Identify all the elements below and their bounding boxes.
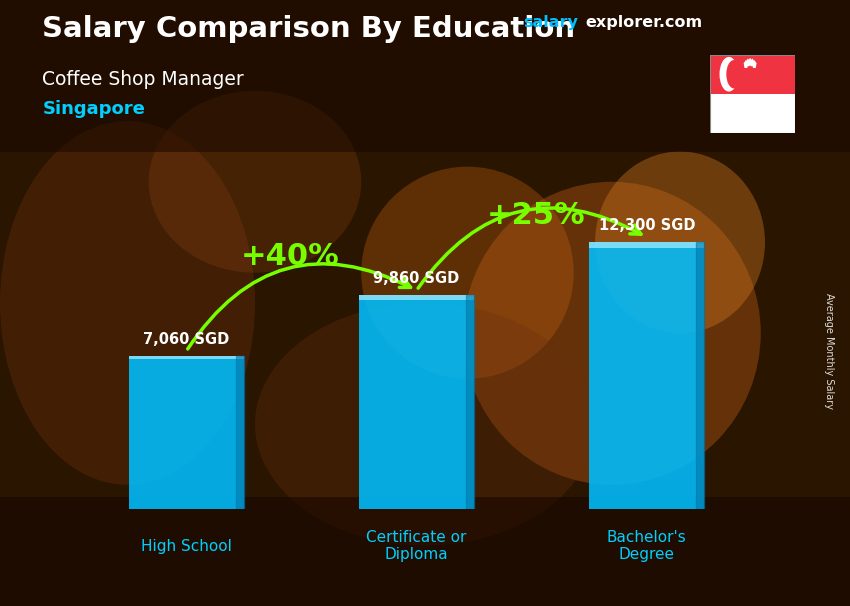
Bar [589, 242, 705, 248]
Bar [466, 295, 474, 509]
Text: +40%: +40% [241, 242, 339, 271]
Text: +25%: +25% [487, 201, 586, 230]
Bar [359, 295, 474, 300]
Bar [359, 295, 474, 509]
Text: Bachelor's
Degree: Bachelor's Degree [607, 530, 687, 562]
Ellipse shape [0, 121, 255, 485]
Bar [128, 356, 244, 359]
Circle shape [719, 57, 738, 92]
Bar [710, 94, 795, 133]
Text: Average Monthly Salary: Average Monthly Salary [824, 293, 834, 410]
Bar [710, 55, 795, 94]
Text: 12,300 SGD: 12,300 SGD [598, 218, 695, 233]
Text: 9,860 SGD: 9,860 SGD [373, 271, 460, 286]
Circle shape [726, 60, 742, 88]
Bar [589, 242, 705, 509]
Text: Coffee Shop Manager: Coffee Shop Manager [42, 70, 244, 88]
Ellipse shape [149, 91, 361, 273]
Text: High School: High School [141, 539, 231, 553]
Text: Salary Comparison By Education: Salary Comparison By Education [42, 15, 575, 43]
Text: explorer.com: explorer.com [586, 15, 703, 30]
Ellipse shape [361, 167, 574, 379]
Bar [696, 242, 705, 509]
Text: Singapore: Singapore [42, 100, 145, 118]
Bar [0, 0, 850, 152]
Bar [235, 356, 244, 509]
Polygon shape [744, 60, 748, 68]
Ellipse shape [255, 303, 595, 545]
Bar [128, 356, 244, 509]
Polygon shape [751, 58, 755, 66]
Ellipse shape [595, 152, 765, 333]
Text: 7,060 SGD: 7,060 SGD [143, 332, 230, 347]
Text: salary: salary [523, 15, 578, 30]
Polygon shape [745, 58, 750, 66]
Ellipse shape [463, 182, 761, 485]
Bar [0, 497, 850, 606]
Polygon shape [752, 60, 756, 68]
Text: Certificate or
Diploma: Certificate or Diploma [366, 530, 467, 562]
Polygon shape [748, 58, 752, 65]
